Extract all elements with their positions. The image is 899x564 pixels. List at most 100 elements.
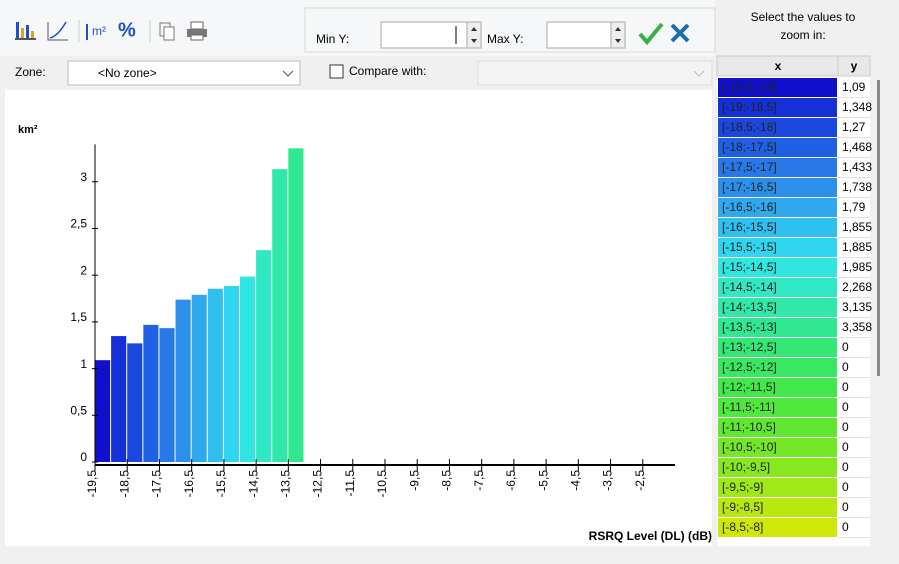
table-header xyxy=(716,55,871,77)
bar xyxy=(95,360,111,462)
y-cell-text: 2,268 xyxy=(842,280,872,294)
bar xyxy=(288,148,304,462)
x-cell-text: [-12,5;-12] xyxy=(722,360,777,374)
y-cell-text: 0 xyxy=(842,400,849,414)
panel-title: zoom in: xyxy=(780,28,825,42)
scrollbar-thumb[interactable] xyxy=(877,80,880,376)
header-cell: y xyxy=(851,59,858,73)
x-cell xyxy=(718,98,837,117)
x-cell-text: [-13;-12,5] xyxy=(722,340,777,354)
zone-label: Zone: xyxy=(15,65,46,79)
y-cell-text: 1,433 xyxy=(842,160,872,174)
apply-button[interactable] xyxy=(638,22,664,46)
bar xyxy=(207,288,223,462)
y-tick-label: 2 xyxy=(80,263,87,277)
x-tick-label: -15,5 xyxy=(214,470,228,498)
x-tick-label: -3,5 xyxy=(601,470,615,491)
x-cell xyxy=(718,418,837,437)
print-icon[interactable] xyxy=(187,21,207,41)
x-cell xyxy=(718,458,837,477)
x-tick-label: -13,5 xyxy=(279,470,293,498)
y-cell-text: 1,468 xyxy=(842,140,872,154)
x-axis-label: RSRQ Level (DL) (dB) xyxy=(589,529,712,543)
compare-checkbox[interactable] xyxy=(329,64,344,79)
y-cell-text: 0 xyxy=(842,380,849,394)
x-cell-text: [-19,5;-19] xyxy=(722,80,777,94)
dropdown-arrow xyxy=(282,70,294,77)
y-cell-text: 1,09 xyxy=(842,80,866,94)
bar xyxy=(175,299,191,462)
min-input[interactable] xyxy=(380,21,468,49)
x-cell-text: [-12;-11,5] xyxy=(722,380,776,394)
x-cell xyxy=(718,238,837,257)
y-tick-label: 3 xyxy=(80,170,87,184)
x-cell xyxy=(718,358,837,377)
bar xyxy=(127,343,143,462)
x-cell-text: [-17;-16,5] xyxy=(722,180,777,194)
zoom-group xyxy=(304,7,716,53)
chart-area xyxy=(5,90,712,546)
x-cell-text: [-14,5;-14] xyxy=(722,280,777,294)
x-tick-label: -12,5 xyxy=(311,470,325,498)
y-cell-text: 0 xyxy=(842,420,849,434)
x-tick-label: -5,5 xyxy=(536,470,550,491)
line-chart-icon[interactable] xyxy=(47,21,68,41)
y-tick-label: 2,5 xyxy=(70,217,87,231)
x-cell-text: [-17,5;-17] xyxy=(722,160,777,174)
x-cell xyxy=(718,218,837,237)
x-cell-text: [-16,5;-16] xyxy=(722,200,777,214)
x-cell xyxy=(718,78,837,97)
y-cell-text: 0 xyxy=(842,340,849,354)
zone-dropdown[interactable] xyxy=(67,60,301,86)
min-spinner[interactable] xyxy=(466,21,482,49)
x-cell xyxy=(718,398,837,417)
bar xyxy=(159,328,175,462)
x-tick-label: -9,5 xyxy=(407,470,421,491)
x-cell xyxy=(718,338,837,357)
bar-chart-icon[interactable] xyxy=(15,22,36,40)
max-spinner[interactable] xyxy=(610,21,626,49)
x-cell-text: [-19;-18,5] xyxy=(722,100,777,114)
x-cell xyxy=(718,138,837,157)
header-cell: x xyxy=(775,59,782,73)
y-axis-label: km² xyxy=(18,124,38,136)
x-cell-text: [-10,5;-10] xyxy=(722,440,777,454)
y-cell-text: 0 xyxy=(842,480,849,494)
x-cell xyxy=(718,198,837,217)
x-cell xyxy=(718,258,837,277)
x-cell-text: [-18;-17,5] xyxy=(722,140,777,154)
y-tick-label: 0 xyxy=(80,450,87,464)
x-tick-label: -14,5 xyxy=(246,470,260,498)
x-tick-label: -11,5 xyxy=(343,470,357,497)
x-tick-label: -2,5 xyxy=(633,470,647,491)
y-cell-text: 0 xyxy=(842,440,849,454)
x-tick-label: -4,5 xyxy=(569,470,583,491)
cancel-button[interactable] xyxy=(670,23,690,43)
x-tick-label: -17,5 xyxy=(150,470,164,498)
compare-dropdown[interactable] xyxy=(477,60,713,86)
y-cell-text: 0 xyxy=(842,460,849,474)
x-cell xyxy=(718,478,837,497)
percent-icon[interactable]: % xyxy=(118,19,136,41)
x-cell-text: [-10;-9,5] xyxy=(722,460,770,474)
y-cell-text: 3,358 xyxy=(842,320,872,334)
max-label: Max Y: xyxy=(487,32,523,46)
area-icon[interactable]: m² xyxy=(86,24,106,40)
y-cell-text: 1,738 xyxy=(842,180,872,194)
x-cell xyxy=(718,378,837,397)
copy-icon[interactable] xyxy=(159,22,175,41)
x-cell-text: [-15;-14,5] xyxy=(722,260,777,274)
x-cell-text: [-11,5;-11] xyxy=(722,400,775,414)
x-cell-text: [-16;-15,5] xyxy=(722,220,777,234)
x-cell-text: [-15,5;-15] xyxy=(722,240,777,254)
x-cell-text: [-9,5;-9] xyxy=(722,480,763,494)
x-cell-text: [-14;-13,5] xyxy=(722,300,777,314)
x-cell xyxy=(718,498,837,517)
y-cell-text: 1,885 xyxy=(842,240,872,254)
min-label: Min Y: xyxy=(316,32,349,46)
x-cell xyxy=(718,178,837,197)
y-cell-text: 1,27 xyxy=(842,120,866,134)
max-input[interactable] xyxy=(546,21,612,49)
x-cell-text: [-13,5;-13] xyxy=(722,320,777,334)
x-cell xyxy=(718,278,837,297)
